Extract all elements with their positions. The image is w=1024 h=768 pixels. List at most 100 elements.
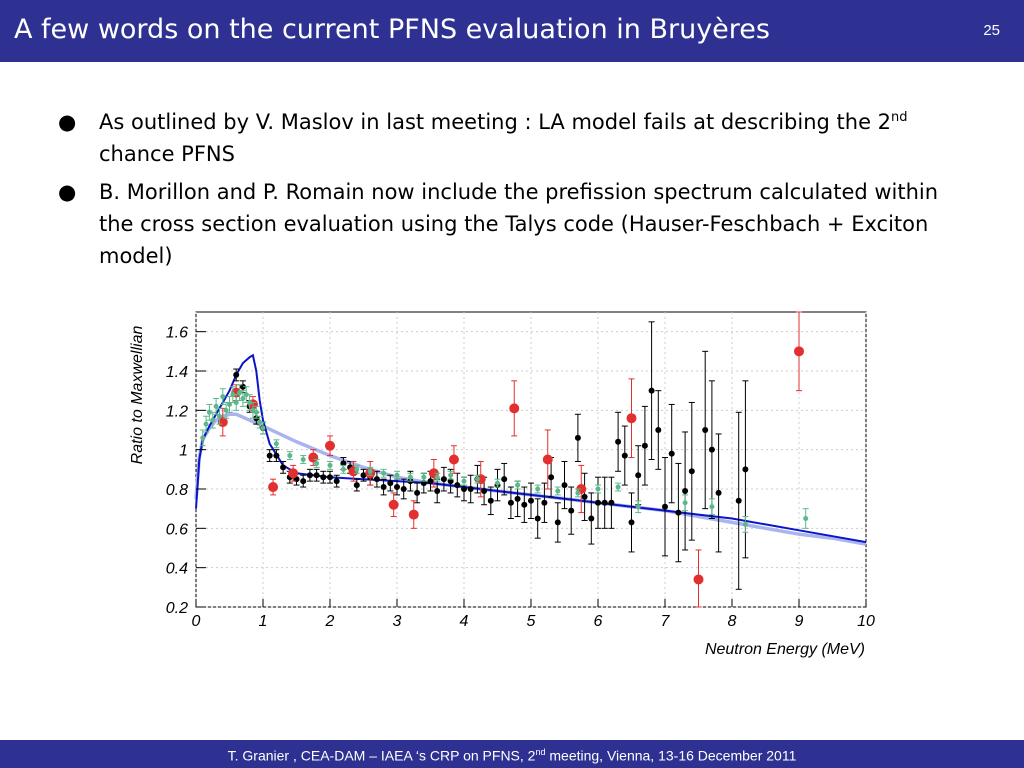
y-tick-label: 1.6 [166,325,188,342]
data-point [408,509,419,520]
data-point [203,421,209,427]
data-point [615,484,621,490]
data-point [216,413,222,419]
data-point [742,521,748,527]
data-point [353,482,360,489]
data-point [702,427,709,433]
y-tick-label: 0.6 [166,521,188,538]
data-point [240,396,246,402]
data-point [220,394,226,400]
x-tick-label: 8 [728,613,737,630]
data-point [380,484,387,491]
bullet-dot-icon: ● [58,110,77,134]
data-point [400,486,407,492]
data-point [373,476,380,483]
data-point [655,427,662,433]
data-point [628,519,635,526]
x-tick-label: 6 [594,613,603,630]
data-point [615,438,622,445]
data-point [709,504,715,510]
data-point [495,480,500,486]
data-point [467,486,474,492]
data-point [534,515,541,522]
data-point [308,452,319,463]
data-point [487,497,494,504]
bullet-1-superscript: nd [891,110,908,125]
footer-bar: T. Granier , CEA-DAM – IAEA ‘s CRP on PF… [0,740,1024,768]
footer-text: T. Granier , CEA-DAM – IAEA ‘s CRP on PF… [0,747,1024,764]
y-tick-label: 0.2 [166,600,188,617]
data-point [300,478,307,485]
data-point [407,474,413,480]
x-tick-label: 5 [527,613,536,630]
data-point [257,419,263,425]
x-tick-label: 4 [460,613,469,630]
data-point [434,487,441,494]
data-point [608,499,615,506]
data-point [515,482,521,488]
y-tick-label: 1.2 [166,403,188,420]
data-point [675,509,682,516]
data-point [314,460,320,466]
bullet-1-text-end: chance PFNS [99,142,235,166]
data-point [367,468,373,474]
data-point [668,450,675,457]
data-point [507,499,514,506]
data-point [280,464,287,471]
data-point [715,489,722,496]
data-point [421,474,427,480]
data-point [514,495,521,502]
data-point [561,482,568,489]
data-point [200,435,206,441]
page-number: 25 [983,22,1000,39]
data-points [199,311,809,608]
bullet-1-text: As outlined by V. Maslov in last meeting… [99,110,892,134]
data-point [273,441,279,447]
data-point [648,387,655,394]
data-point [735,497,742,504]
y-tick-label: 0.8 [166,482,188,499]
footer-text-end: meeting, Vienna, 13-16 December 2011 [545,747,797,764]
x-axis-label: Neutron Energy (MeV) [705,641,865,658]
data-point [388,499,399,510]
data-point [448,454,459,465]
bullet-item-1: ● As outlined by V. Maslov in last meeti… [58,106,978,170]
data-point [287,453,293,459]
data-point [794,346,804,357]
calculation-curve [195,353,867,544]
data-point [548,474,555,481]
data-point [210,417,216,423]
data-point [461,478,467,484]
data-point [320,474,327,481]
bullet-item-2: ● B. Morillon and P. Romain now include … [58,176,978,272]
data-point [688,468,695,475]
data-point [475,474,486,485]
data-point [626,413,637,424]
data-point [230,392,236,398]
data-point [427,478,434,485]
data-point [474,476,480,482]
bullet-list: ● As outlined by V. Maslov in last meeti… [58,106,978,278]
pfns-ratio-chart: 0 1 2 3 4 5 6 7 8 9 10 0.2 0.4 0.6 0.8 1 1.2 1.4 1.6 Neutr… [129,311,875,658]
y-axis-label: Ratio to Maxwellian [129,326,146,465]
slide-title: A few words on the current PFNS evaluati… [14,14,770,45]
data-point [440,476,447,483]
data-point [247,399,253,405]
grid [195,312,867,608]
data-point [266,452,273,459]
data-point [206,409,212,415]
data-point [595,486,601,492]
data-point [635,504,641,510]
data-point [708,446,715,453]
data-point [233,371,240,378]
data-point [227,401,232,407]
data-point [237,390,243,396]
data-point [521,501,528,508]
data-point [693,574,704,585]
data-point [333,478,340,485]
data-point [662,503,668,510]
title-bar: A few words on the current PFNS evaluati… [0,0,1024,62]
data-point [575,490,581,496]
data-point [233,399,239,405]
data-point [213,403,219,409]
